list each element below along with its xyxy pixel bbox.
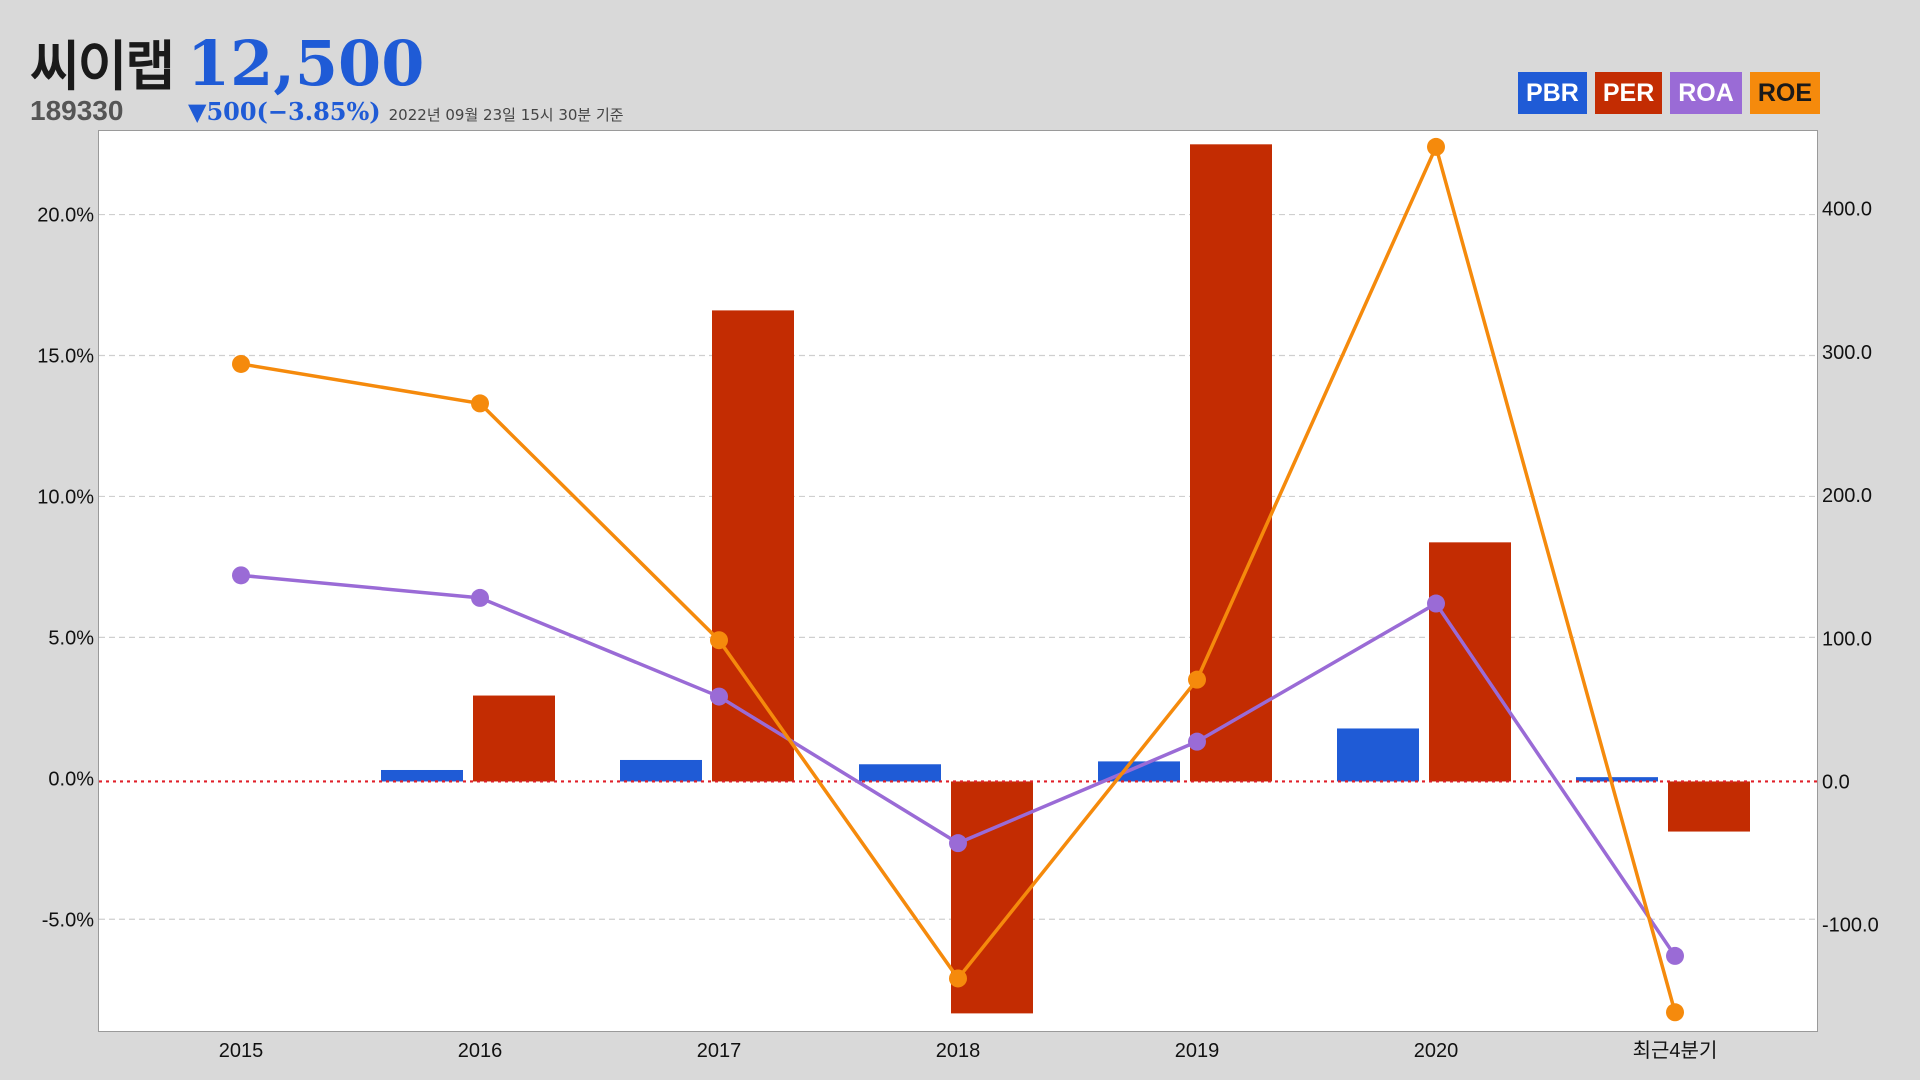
point-roe xyxy=(471,394,489,413)
left-axis-tick-label: 20.0% xyxy=(37,205,94,227)
left-axis-tick-label: 15.0% xyxy=(37,346,94,368)
x-axis-tick-label: 2015 xyxy=(219,1040,264,1062)
point-roa xyxy=(232,566,250,585)
legend-pbr[interactable]: PBR xyxy=(1518,72,1587,114)
stock-code: 189330 xyxy=(30,95,124,126)
right-axis-tick-label: 0.0 xyxy=(1822,771,1850,793)
x-axis-tick-label: 2017 xyxy=(697,1040,742,1062)
point-roe xyxy=(710,631,728,650)
x-axis-tick-label: 2018 xyxy=(936,1040,981,1062)
point-roe xyxy=(1427,137,1445,156)
chart-legend: PBR PER ROA ROE xyxy=(1518,72,1820,114)
x-axis-tick-label: 2019 xyxy=(1175,1040,1220,1062)
bar-per xyxy=(1429,542,1511,782)
left-axis-tick-label: 5.0% xyxy=(48,627,94,649)
stock-price: 12,500 xyxy=(187,27,425,100)
point-roa xyxy=(949,834,967,853)
right-axis-tick-label: 100.0 xyxy=(1822,628,1872,650)
left-axis-tick-label: 0.0% xyxy=(48,768,94,790)
as-of-date: 2022년 09월 23일 15시 30분 기준 xyxy=(388,106,624,124)
point-roe xyxy=(1188,670,1206,689)
bar-pbr xyxy=(859,764,941,782)
left-axis-tick-label: 10.0% xyxy=(37,486,94,508)
point-roe xyxy=(1666,1003,1684,1022)
bar-pbr xyxy=(620,759,702,782)
right-axis-tick-label: -100.0 xyxy=(1822,915,1879,937)
legend-roe[interactable]: ROE xyxy=(1749,72,1820,114)
point-roa xyxy=(1188,732,1206,751)
legend-roa[interactable]: ROA xyxy=(1670,72,1742,114)
right-axis-tick-label: 400.0 xyxy=(1822,199,1872,221)
point-roa xyxy=(710,687,728,706)
price-change: ▼500(−3.85%) xyxy=(188,97,381,126)
bar-per xyxy=(473,695,555,782)
point-roe xyxy=(232,354,250,373)
bar-per xyxy=(1668,781,1750,832)
point-roa xyxy=(471,588,489,607)
point-roa xyxy=(1427,594,1445,613)
stock-name: 씨이랩 xyxy=(30,35,175,98)
x-axis-tick-label: 2020 xyxy=(1414,1040,1459,1062)
point-roe xyxy=(949,969,967,988)
x-axis-tick-label: 2016 xyxy=(458,1040,503,1062)
right-axis-tick-label: 300.0 xyxy=(1822,342,1872,364)
left-axis-tick-label: -5.0% xyxy=(42,909,94,931)
stock-header: 씨이랩 12,500 189330 ▼500(−3.85%) 2022년 09월… xyxy=(30,22,624,127)
right-axis-tick-label: 200.0 xyxy=(1822,485,1872,507)
bar-per xyxy=(712,310,794,782)
bar-pbr xyxy=(381,769,463,782)
point-roa xyxy=(1666,946,1684,965)
bar-pbr xyxy=(1337,728,1419,782)
legend-per[interactable]: PER xyxy=(1594,72,1663,114)
bar-pbr xyxy=(1576,777,1658,782)
x-axis-tick-label: 최근4분기 xyxy=(1633,1039,1718,1062)
